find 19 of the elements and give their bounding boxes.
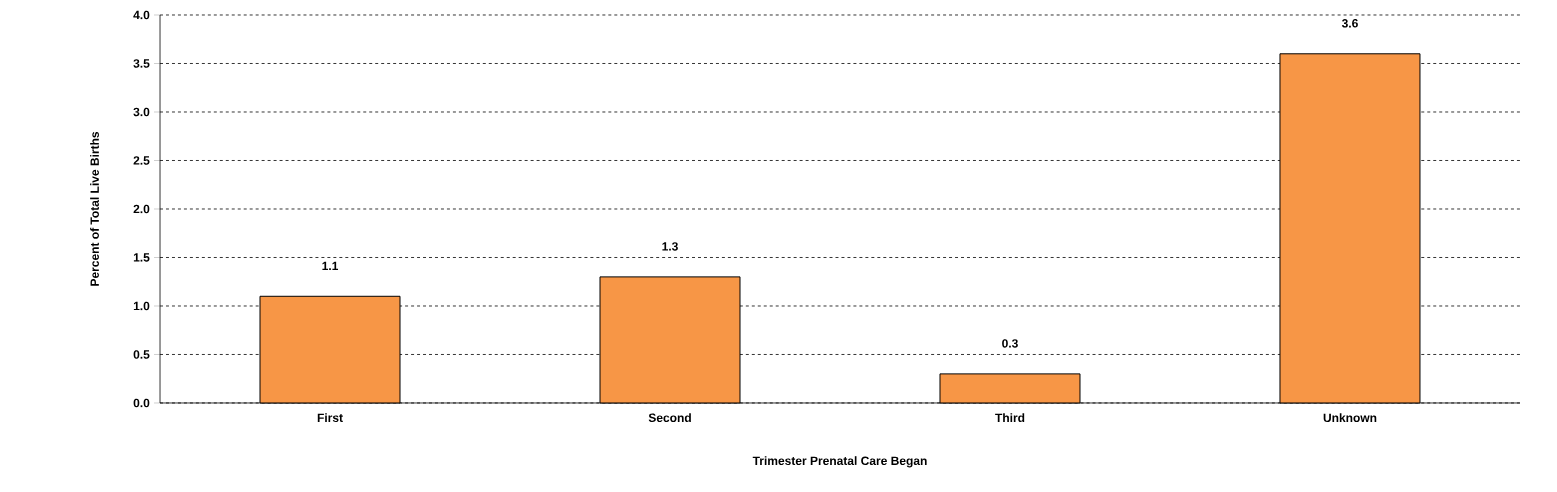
y-tick-label: 0.0 [133, 398, 150, 408]
data-label: 1.1 [322, 261, 339, 271]
y-tick-label: 1.5 [133, 253, 150, 262]
y-tick-label: 4.0 [133, 10, 150, 20]
y-tick-label: 1.0 [133, 301, 150, 311]
y-tick-label: 2.0 [133, 204, 150, 214]
y-tick-label: 3.5 [133, 59, 150, 68]
data-label: 3.6 [1341, 19, 1358, 28]
y-tick-label: 2.5 [133, 156, 150, 165]
y-tick-label: 3.0 [133, 107, 150, 117]
x-axis-title: Trimester Prenatal Care Began [752, 456, 927, 468]
y-axis-title: Percent of Total Live Births [90, 131, 99, 286]
y-tick-label: 0.5 [133, 350, 150, 359]
data-label: 1.3 [662, 242, 678, 251]
x-tick-label: Unknown [1323, 413, 1377, 422]
x-tick-label: Third [995, 413, 1025, 422]
data-label: 0.3 [1002, 339, 1018, 348]
x-tick-label: Second [648, 413, 691, 422]
x-tick-label: First [317, 413, 343, 422]
